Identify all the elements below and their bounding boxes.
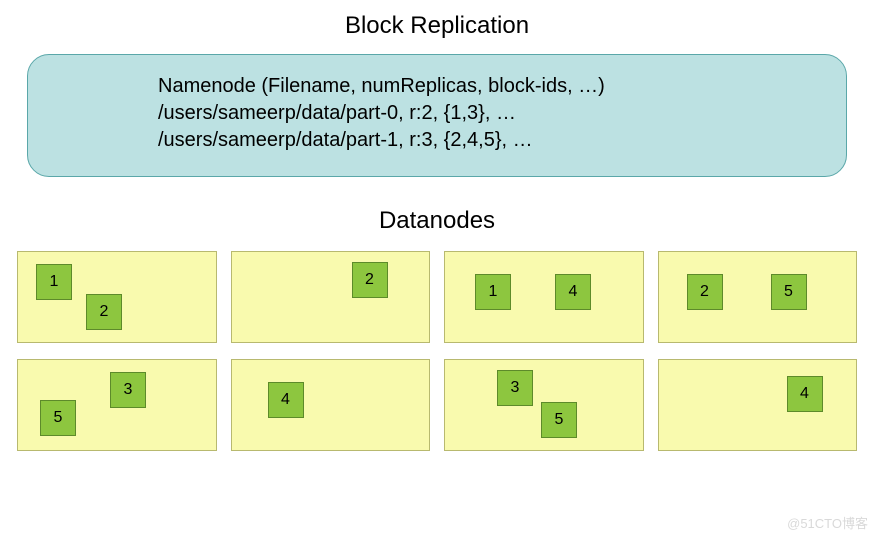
block: 2 [352,262,388,298]
diagram-title: Block Replication [0,0,874,40]
block: 5 [541,402,577,438]
namenode-line: Namenode (Filename, numReplicas, block-i… [158,73,846,100]
block: 1 [475,274,511,310]
datanode-grid: 1221425534354 [17,251,857,451]
datanode: 14 [444,251,644,343]
datanode: 4 [231,359,431,451]
block: 3 [110,372,146,408]
block: 2 [86,294,122,330]
watermark: @51CTO博客 [787,513,868,532]
datanode: 2 [231,251,431,343]
datanode: 4 [658,359,858,451]
block: 1 [36,264,72,300]
block: 3 [497,370,533,406]
datanode: 53 [17,359,217,451]
block: 5 [40,400,76,436]
block: 4 [268,382,304,418]
block: 4 [555,274,591,310]
block: 4 [787,376,823,412]
namenode-line: /users/sameerp/data/part-1, r:3, {2,4,5}… [158,127,846,154]
datanode: 12 [17,251,217,343]
namenode-line: /users/sameerp/data/part-0, r:2, {1,3}, … [158,100,846,127]
datanode: 25 [658,251,858,343]
block: 5 [771,274,807,310]
namenode-box: Namenode (Filename, numReplicas, block-i… [27,54,847,177]
datanode: 35 [444,359,644,451]
block: 2 [687,274,723,310]
datanodes-title: Datanodes [0,207,874,235]
